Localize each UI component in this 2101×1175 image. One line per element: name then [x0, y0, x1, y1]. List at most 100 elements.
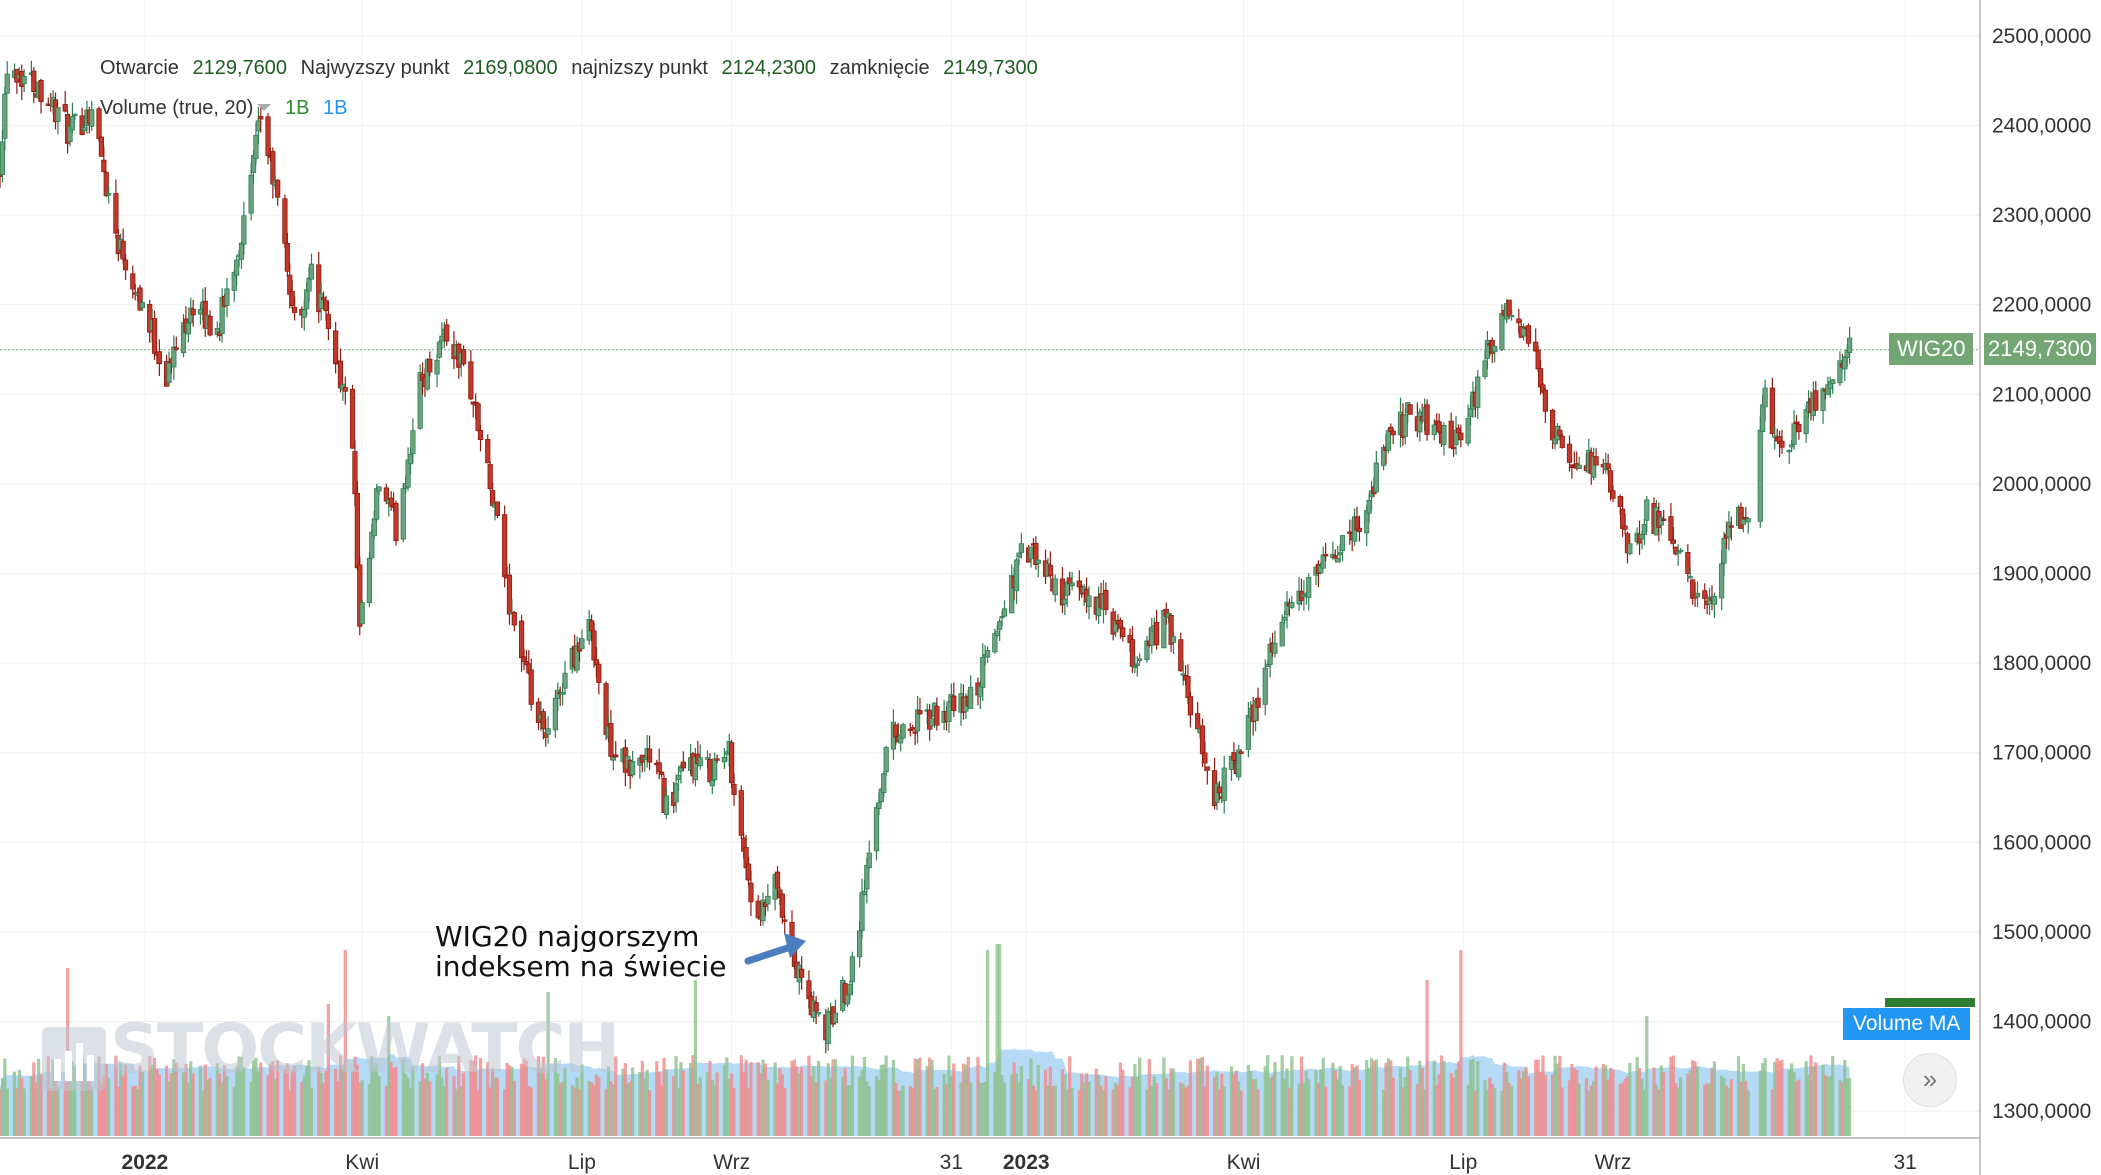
volume-bar — [1350, 1063, 1354, 1136]
volume-bar — [841, 1076, 845, 1136]
candle-body — [1076, 580, 1082, 588]
volume-bar — [1777, 1061, 1782, 1136]
volume-bar — [288, 1090, 292, 1136]
candle-body — [560, 691, 566, 695]
candle-body — [1813, 390, 1819, 411]
volume-bar — [82, 1064, 87, 1136]
volume-bar — [1635, 1056, 1639, 1136]
volume-bar — [437, 1056, 442, 1136]
volume-bar — [1254, 1078, 1258, 1136]
volume-bar — [775, 1083, 780, 1136]
volume-bar — [1809, 1055, 1813, 1136]
volume-indicator-label[interactable]: Volume (true, 20) — [100, 97, 254, 119]
volume-bar — [647, 1090, 652, 1136]
volume-bar — [184, 1063, 188, 1136]
volume-bar — [123, 1064, 128, 1136]
candle-body — [977, 686, 983, 697]
volume-bar — [507, 1065, 512, 1136]
volume-bar — [360, 1080, 364, 1136]
volume-bar — [1621, 1082, 1625, 1136]
volume-ma-value: 1B — [323, 97, 348, 119]
volume-bar — [1485, 1089, 1490, 1136]
volume-bar — [1386, 1058, 1391, 1136]
volume-bar — [655, 1061, 659, 1136]
y-tick-label: 1900,0000 — [1992, 562, 2091, 585]
volume-bar — [309, 1087, 314, 1136]
candle-body — [1137, 658, 1143, 661]
volume-bar — [1500, 1090, 1504, 1136]
candle-body — [1535, 349, 1541, 370]
volume-bar — [1389, 1060, 1393, 1136]
volume-bar — [292, 1065, 297, 1136]
candle-body — [825, 1011, 831, 1044]
volume-bar — [1669, 1056, 1673, 1136]
candle-body — [282, 198, 288, 244]
volume-bar — [662, 1057, 666, 1136]
volume-bar — [1790, 1063, 1794, 1136]
candle-body — [1837, 360, 1843, 384]
volume-bar — [1297, 1083, 1301, 1136]
x-tick-label: Lip — [1449, 1151, 1477, 1174]
volume-bar — [317, 1067, 321, 1136]
candle-body — [1499, 312, 1505, 350]
volume-bar — [1640, 1078, 1644, 1136]
volume-bar — [1688, 1070, 1692, 1136]
candle-body — [893, 724, 899, 738]
volume-bar — [1526, 1076, 1531, 1136]
candle-body — [1221, 767, 1227, 801]
candle-body — [1431, 424, 1437, 435]
volume-bar — [882, 1064, 886, 1136]
candle-body — [349, 388, 356, 449]
volume-bar — [780, 1074, 784, 1136]
volume-bar — [1744, 1080, 1748, 1136]
volume-bar — [681, 1070, 685, 1136]
volume-bar — [56, 1086, 60, 1136]
candle-body — [984, 650, 991, 658]
volume-bar — [1374, 1059, 1378, 1136]
candle-body — [69, 116, 76, 131]
volume-bar — [1324, 1086, 1328, 1136]
volume-bar — [1604, 1065, 1608, 1136]
candle-body — [857, 930, 863, 958]
volume-bar — [39, 1074, 43, 1136]
symbol-badge: WIG20 — [1889, 333, 1974, 365]
candle-body — [38, 79, 44, 103]
volume-bar — [947, 1055, 951, 1136]
volume-bar — [1519, 1078, 1523, 1136]
annotation-arrowhead-icon — [784, 933, 806, 958]
volume-bar — [1319, 1069, 1323, 1136]
volume-bar — [1534, 1059, 1538, 1136]
volume-bar — [1560, 1087, 1564, 1136]
candle-body — [265, 116, 271, 156]
volume-bar — [860, 1070, 864, 1136]
y-tick-label: 1400,0000 — [1992, 1011, 2091, 1034]
volume-bar — [891, 1059, 896, 1136]
volume-bar — [1338, 1066, 1342, 1136]
candle-body — [304, 289, 310, 310]
volume-bar — [679, 1062, 683, 1136]
candle-body — [992, 633, 998, 653]
volume-bar — [1282, 1078, 1287, 1136]
volume-bar — [1543, 1075, 1547, 1136]
volume-bar — [1212, 1077, 1217, 1136]
volume-legend[interactable]: Volume (true, 20) 1B 1B — [100, 97, 355, 120]
candle-body — [291, 307, 298, 313]
volume-bar — [1367, 1067, 1371, 1136]
volume-bar — [783, 1087, 787, 1136]
volume-bar — [763, 1063, 768, 1136]
volume-bar — [1671, 1055, 1675, 1136]
scroll-to-realtime-button[interactable]: » — [1903, 1053, 1957, 1107]
candle-body — [325, 313, 331, 330]
volume-bar — [259, 1062, 263, 1136]
candle-body — [306, 277, 312, 292]
volume-bar — [877, 1079, 881, 1136]
volume-bar — [1483, 1080, 1487, 1136]
volume-bar — [1135, 1076, 1139, 1136]
volume-bar — [1811, 1066, 1815, 1136]
candle-body — [101, 159, 107, 172]
candle-body — [487, 464, 493, 489]
chevron-down-icon[interactable] — [257, 103, 272, 111]
candle-body — [359, 602, 365, 625]
candle-body — [588, 620, 595, 632]
